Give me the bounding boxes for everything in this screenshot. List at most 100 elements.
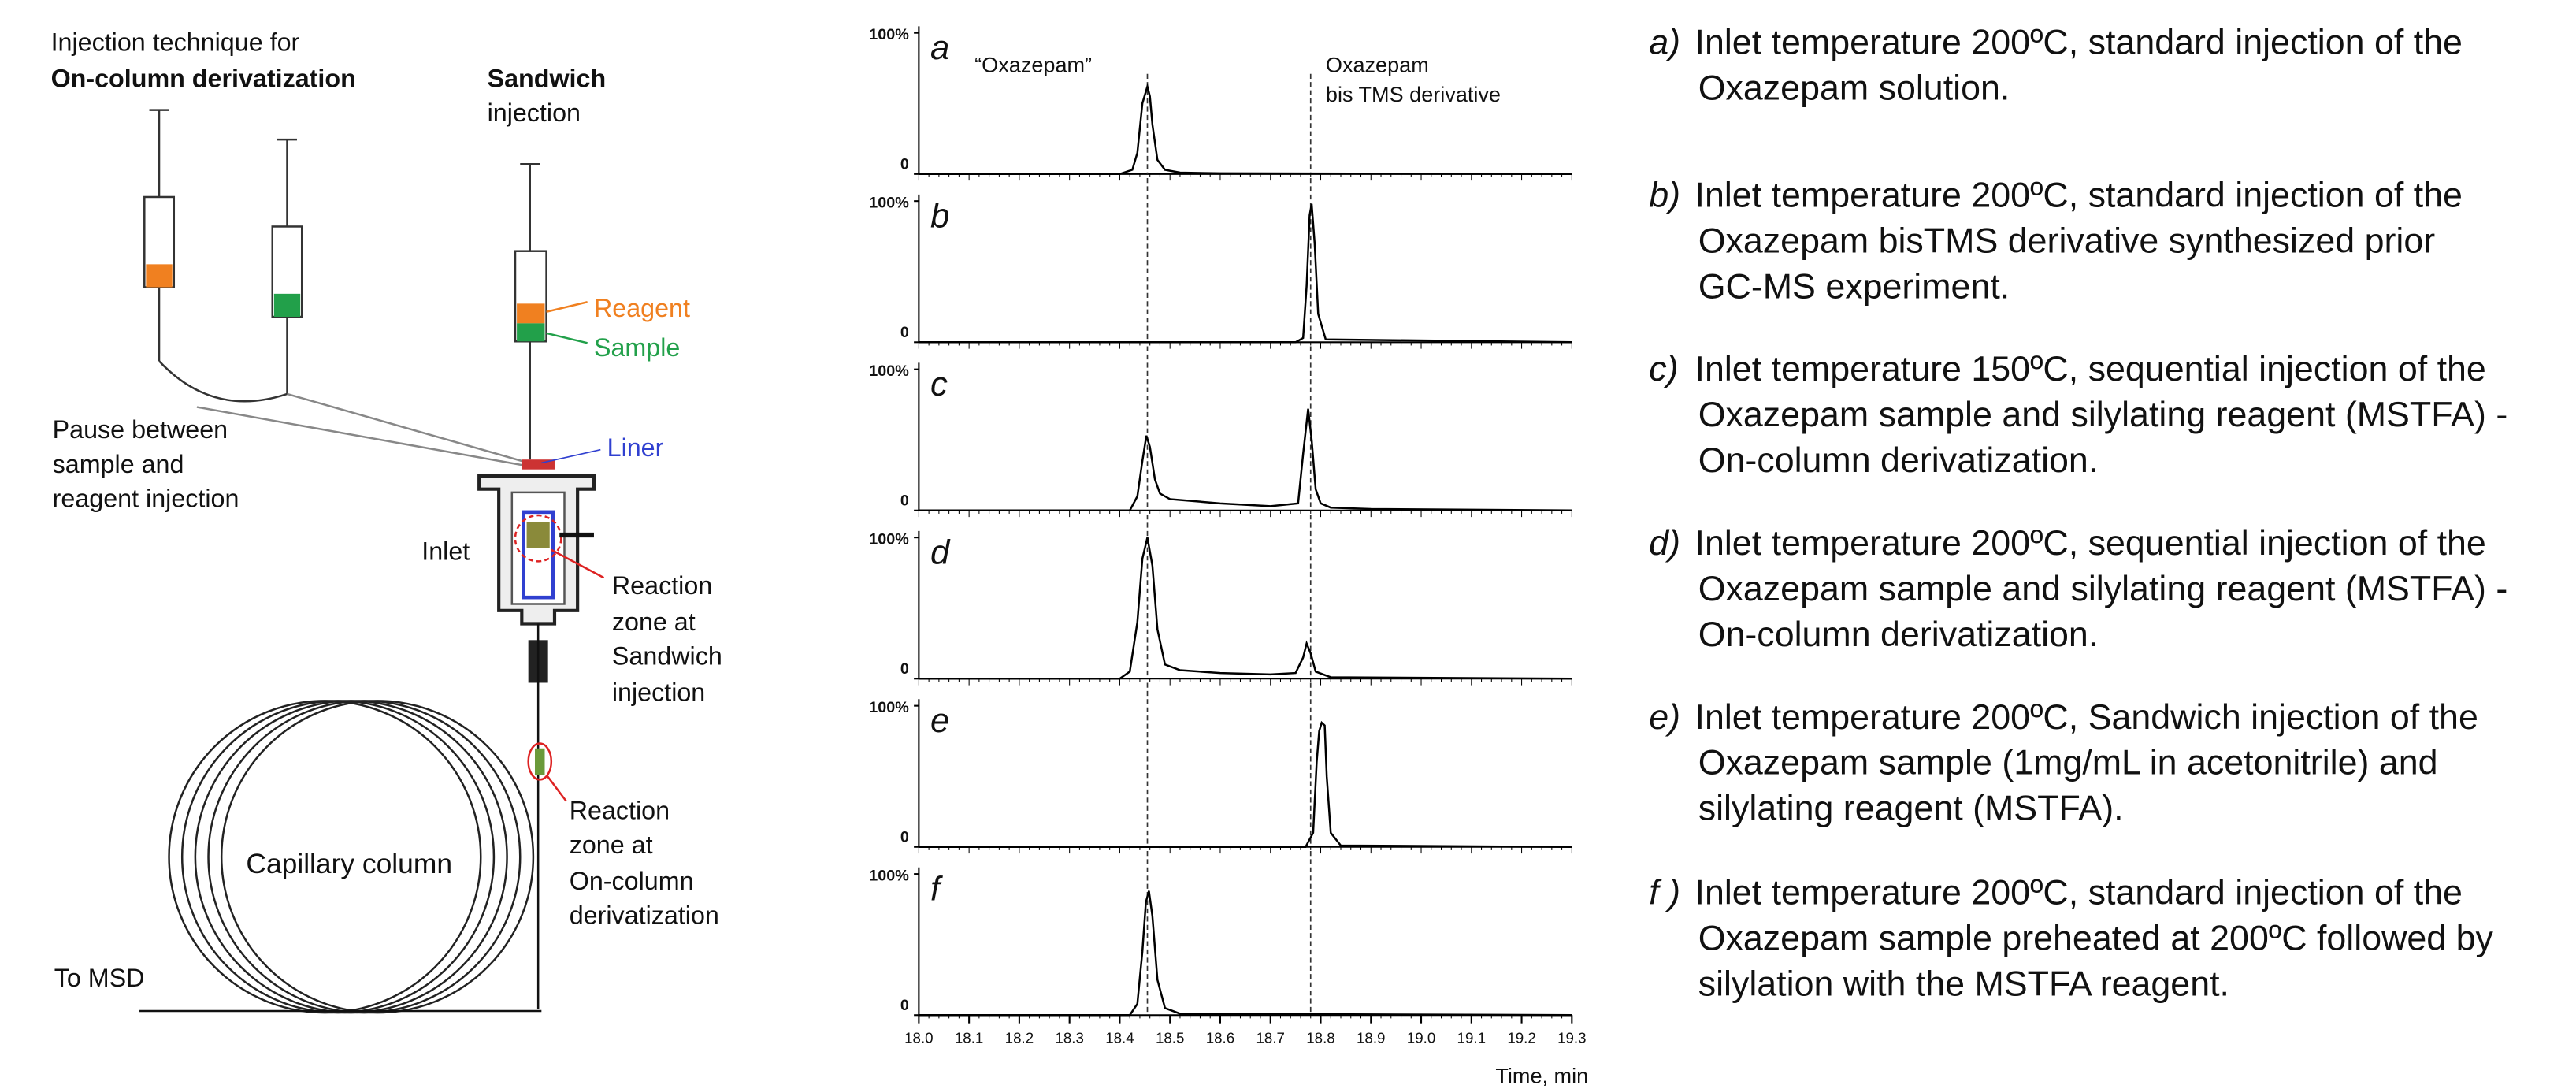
caption-line: Oxazepam sample (1mg/mL in acetonitrile)…: [1698, 743, 2438, 782]
panel-label: d: [930, 533, 951, 571]
label: zone at: [612, 608, 696, 636]
y-tick-label: 0: [900, 492, 909, 510]
panel-label: b: [930, 196, 949, 235]
x-tick-label: 19.0: [1407, 1030, 1435, 1046]
captions: a) Inlet temperature 200ºC, standard inje…: [1649, 23, 2507, 1004]
caption-label: d): [1649, 523, 1680, 563]
panel-label: f: [930, 869, 943, 908]
caption-line: Oxazepam solution.: [1698, 69, 2010, 108]
label: On-column: [570, 867, 694, 895]
x-axis-label: Time, min: [1495, 1064, 1588, 1088]
chromatogram-line: [919, 723, 1572, 847]
label: injection: [612, 678, 705, 706]
label: sample and: [53, 450, 184, 478]
panel-label: a: [930, 28, 949, 67]
heading: injection: [488, 98, 581, 127]
panel-label: e: [930, 701, 949, 740]
page: {"diagram": { "heading": ["Injection tec…: [0, 0, 2576, 1089]
label-sample: Sample: [594, 333, 680, 362]
figure: Injection technique for On-column deriva…: [0, 0, 2576, 1089]
x-tick-label: 18.5: [1156, 1030, 1184, 1046]
caption-line: On-column derivatization.: [1698, 615, 2099, 654]
y-tick-label: 0: [900, 156, 909, 173]
label: Capillary column: [246, 848, 452, 879]
y-tick-label: 0: [900, 829, 909, 846]
label: zone at: [570, 831, 653, 859]
label: Sandwich: [612, 642, 722, 671]
y-tick-label: 100%: [869, 867, 909, 884]
reagent-fill: [517, 303, 544, 323]
annotation: bis TMS derivative: [1326, 82, 1501, 106]
connector: [159, 361, 287, 401]
label: To MSD: [54, 964, 145, 992]
panel-label: c: [930, 365, 948, 403]
heading: Sandwich: [488, 64, 607, 92]
label-liner: Liner: [607, 433, 664, 462]
caption-line: silylation with the MSTFA reagent.: [1698, 964, 2229, 1003]
y-tick-label: 100%: [869, 195, 909, 212]
y-tick-label: 100%: [869, 26, 909, 43]
y-tick-label: 0: [900, 660, 909, 678]
pointer: [547, 333, 588, 343]
caption-label: a): [1649, 23, 1680, 62]
x-tick-label: 18.2: [1005, 1030, 1034, 1046]
label: Reaction: [612, 571, 712, 600]
y-tick-label: 100%: [869, 530, 909, 548]
chromatogram-line: [919, 891, 1572, 1016]
annotation: “Oxazepam”: [974, 53, 1092, 77]
label: derivatization: [570, 901, 719, 930]
caption-line: Inlet temperature 200ºC, standard inject…: [1695, 873, 2463, 912]
pointer: [541, 450, 600, 463]
chromatogram-line: [919, 204, 1572, 343]
x-tick-label: 18.7: [1256, 1030, 1284, 1046]
pointer: [547, 775, 566, 801]
y-tick-label: 100%: [869, 699, 909, 716]
x-tick-label: 18.0: [904, 1030, 933, 1046]
x-tick-label: 18.1: [955, 1030, 983, 1046]
pointer: [547, 302, 588, 311]
x-tick-label: 19.3: [1557, 1030, 1586, 1046]
caption-line: Oxazepam sample and silylating reagent (…: [1698, 395, 2508, 434]
caption-line: Oxazepam sample and silylating reagent (…: [1698, 569, 2508, 608]
y-tick-label: 0: [900, 997, 909, 1014]
label: reagent injection: [53, 485, 239, 513]
x-tick-label: 18.3: [1055, 1030, 1083, 1046]
caption-line: silylating reagent (MSTFA).: [1698, 789, 2124, 828]
caption-label: e): [1649, 697, 1680, 737]
chromatogram-line: [919, 537, 1572, 678]
annotation: Oxazepam: [1326, 53, 1429, 77]
caption-line: On-column derivatization.: [1698, 440, 2099, 480]
label: Reaction: [570, 796, 670, 824]
caption-line: Inlet temperature 150ºC, sequential inje…: [1695, 349, 2486, 388]
caption-line: Inlet temperature 200ºC, sequential inje…: [1695, 523, 2486, 563]
caption-line: Inlet temperature 200ºC, Sandwich inject…: [1695, 697, 2478, 737]
chromatogram-line: [919, 409, 1572, 511]
x-tick-label: 18.6: [1206, 1030, 1234, 1046]
caption-label: c): [1649, 349, 1678, 388]
x-tick-label: 18.9: [1357, 1030, 1385, 1046]
label: Inlet: [421, 537, 470, 565]
label-reagent: Reagent: [594, 294, 690, 322]
x-tick-label: 18.8: [1306, 1030, 1334, 1046]
sample-fill: [517, 323, 544, 341]
x-tick-label: 18.4: [1105, 1030, 1134, 1046]
connector: [287, 394, 528, 463]
reagent-fill: [146, 264, 172, 287]
caption-line: GC-MS experiment.: [1698, 266, 2010, 306]
y-tick-label: 100%: [869, 362, 909, 380]
caption-line: Oxazepam sample preheated at 200ºC follo…: [1698, 919, 2494, 958]
mixed-zone: [527, 522, 550, 548]
y-tick-label: 0: [900, 324, 909, 341]
heading: On-column derivatization: [51, 64, 356, 92]
caption-line: Inlet temperature 200ºC, standard inject…: [1695, 175, 2463, 214]
label: Pause between: [53, 415, 228, 444]
caption-line: Inlet temperature 200ºC, standard inject…: [1695, 23, 2463, 62]
sample-fill: [274, 294, 300, 317]
caption-label: f ): [1649, 873, 1680, 912]
x-tick-label: 19.1: [1457, 1030, 1486, 1046]
caption-label: b): [1649, 175, 1680, 214]
x-tick-label: 19.2: [1507, 1030, 1535, 1046]
caption-line: Oxazepam bisTMS derivative synthesized p…: [1698, 221, 2436, 260]
heading: Injection technique for: [51, 28, 300, 57]
chromatograms: 100% 0 a “Oxazepam” Oxazepam bis TMS derivati…: [869, 26, 1588, 1088]
